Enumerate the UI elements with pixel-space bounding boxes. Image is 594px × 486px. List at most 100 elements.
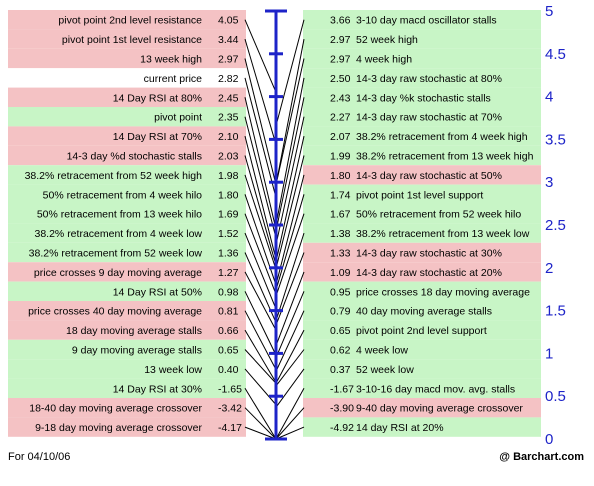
left-row-label: price crosses 9 day moving average [34,267,202,279]
scale-tick-label: 4 [545,89,553,106]
footer-date: For 04/10/06 [8,451,70,463]
right-row-label: 38.2% retracement from 4 week high [356,131,528,143]
connector-lines [244,19,305,440]
left-row-label: 38.2% retracement from 52 week low [29,248,203,260]
left-row-band [8,165,246,185]
left-row-band [8,223,246,243]
right-row-label: pivot point 2nd level support [356,325,487,337]
left-connector-line [244,174,277,270]
left-row-value: 1.52 [218,228,239,240]
left-row-label: price crosses 40 day moving average [28,306,202,318]
right-row-label: 14 day RSI at 20% [356,422,444,434]
left-row-value: 4.05 [218,15,239,27]
right-row-value: 1.67 [330,209,351,221]
left-connector-line [244,135,277,260]
left-connector-line [244,19,277,93]
right-row-label: 50% retracement from 52 week hilo [356,209,521,221]
right-row-label: 40 day moving average stalls [356,306,492,318]
left-row-value: 1.80 [218,189,239,201]
right-connector-line [275,407,305,440]
right-row-value: 0.37 [330,364,351,376]
left-row-label: 18-40 day moving average crossover [29,403,202,415]
right-row-band [303,204,541,224]
left-connector-line [244,291,277,356]
right-row-band [303,242,541,263]
right-row-label: 38.2% retracement from 13 week high [356,151,534,163]
right-row-band [303,417,541,437]
left-row-label: 18 day moving average stalls [66,325,202,337]
left-connector-line [244,368,277,406]
right-row-band [303,145,541,166]
left-connector-line [244,388,277,440]
right-connector-line [275,77,305,226]
right-row-band [303,281,541,301]
scale-tick-label: 1 [545,345,553,362]
right-row-band [303,320,541,340]
right-row-band [303,10,541,30]
right-row-label: 38.2% retracement from 13 week low [356,228,530,240]
left-connector-line [244,77,277,198]
right-row-band [303,378,541,398]
right-row-band [303,398,541,418]
left-row-band [8,242,246,263]
right-row-label: 4 week low [356,345,408,357]
right-row-label: 3-10-16 day macd mov. avg. stalls [356,383,515,395]
left-row-band [8,10,246,30]
right-row-band [303,262,541,282]
left-row-label: pivot point 1st level resistance [62,34,202,46]
left-row-value: -1.65 [218,383,242,395]
left-connector-line [244,349,277,384]
right-row-label: 14-3 day raw stochastic at 30% [356,248,502,260]
right-row-label: 4 week high [356,54,412,66]
right-labels: 3-10 day macd oscillator stalls 52 week h… [356,15,534,434]
left-row-value: 3.44 [218,34,239,46]
left-connector-line [244,116,277,238]
right-row-value: 2.07 [330,131,351,143]
left-row-label: 14 Day RSI at 70% [113,131,202,143]
right-connector-line [275,329,305,384]
right-row-band [303,29,541,49]
left-row-value: -3.42 [218,403,242,415]
left-row-band [8,87,246,107]
scale-tick-label: 1.5 [545,303,566,320]
left-connector-line [244,97,277,230]
left-connector-line [244,155,277,266]
left-row-label: pivot point [154,112,202,124]
left-connector-line [244,329,277,383]
right-row-band [303,126,541,146]
left-row-band [8,398,246,418]
right-row-label: 14-3 day raw stochastic at 20% [356,267,502,279]
left-row-value: 1.36 [218,248,239,260]
left-row-label: 38.2% retracement from 52 week high [25,170,203,182]
price-axis [265,9,287,441]
right-row-value: 1.09 [330,267,351,279]
scale-tick-label: 0 [545,431,553,448]
right-row-band [303,107,541,127]
left-connector-line [244,426,277,440]
left-row-label: 14 Day RSI at 80% [113,92,202,104]
left-connector-line [244,310,277,370]
right-row-value: 2.97 [330,34,351,46]
right-row-value: 0.95 [330,286,351,298]
right-row-value: 1.80 [330,170,351,182]
right-connector-line [275,349,305,387]
left-row-value: 2.03 [218,151,239,163]
left-row-label: 13 week low [144,364,202,376]
left-row-value: 2.82 [218,73,239,85]
right-connector-line [275,291,305,358]
right-connector-line [275,368,305,408]
right-row-label: 52 week low [356,364,414,376]
right-connector-line [275,213,305,297]
left-row-label: 14 Day RSI at 50% [113,286,202,298]
right-row-label: pivot point 1st level support [356,189,483,201]
right-row-value: 1.33 [330,248,351,260]
right-row-band [303,223,541,243]
right-row-label: 3-10 day macd oscillator stalls [356,15,497,27]
right-row-band [303,184,541,204]
row-bands [8,10,541,437]
right-connector-line [275,58,305,185]
scale-tick-label: 0.5 [545,388,566,405]
left-row-band [8,417,246,437]
left-row-value: 2.97 [218,54,239,66]
